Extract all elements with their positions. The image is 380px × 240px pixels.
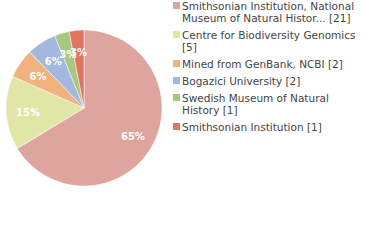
pie-slice — [69, 30, 84, 108]
legend-line: Bogazici University [2] — [182, 75, 300, 87]
legend-swatch — [173, 31, 180, 38]
legend-label: Mined from GenBank, NCBI [2] — [182, 58, 343, 70]
legend: Smithsonian Institution, NationalMuseum … — [173, 0, 355, 133]
data-label: 3% — [70, 47, 87, 58]
data-label: 6% — [29, 71, 46, 82]
data-labels: 65%15%6%6%3%3% — [16, 47, 145, 141]
legend-line: Mined from GenBank, NCBI [2] — [182, 58, 343, 70]
legend-line: [5] — [182, 41, 197, 53]
chart: 65%15%6%6%3%3%Smithsonian Institution, N… — [0, 0, 380, 240]
legend-swatch — [173, 2, 180, 9]
legend-line: Smithsonian Institution [1] — [182, 121, 322, 133]
legend-swatch — [173, 77, 180, 84]
legend-line: History [1] — [182, 104, 238, 116]
legend-label: Bogazici University [2] — [182, 75, 300, 87]
legend-label: Smithsonian Institution, NationalMuseum … — [182, 0, 354, 24]
data-label: 65% — [121, 131, 145, 142]
legend-label: Smithsonian Institution [1] — [182, 121, 322, 133]
legend-label: Swedish Museum of NaturalHistory [1] — [182, 92, 329, 116]
legend-swatch — [173, 60, 180, 67]
legend-swatch — [173, 123, 180, 130]
legend-line: Centre for Biodiversity Genomics — [182, 29, 355, 41]
legend-line: Museum of Natural Histor... [21] — [182, 12, 350, 24]
legend-swatch — [173, 94, 180, 101]
data-label: 15% — [16, 107, 40, 118]
legend-label: Centre for Biodiversity Genomics[5] — [182, 29, 355, 53]
legend-line: Smithsonian Institution, National — [182, 0, 354, 12]
slices — [6, 30, 162, 186]
legend-line: Swedish Museum of Natural — [182, 92, 329, 104]
